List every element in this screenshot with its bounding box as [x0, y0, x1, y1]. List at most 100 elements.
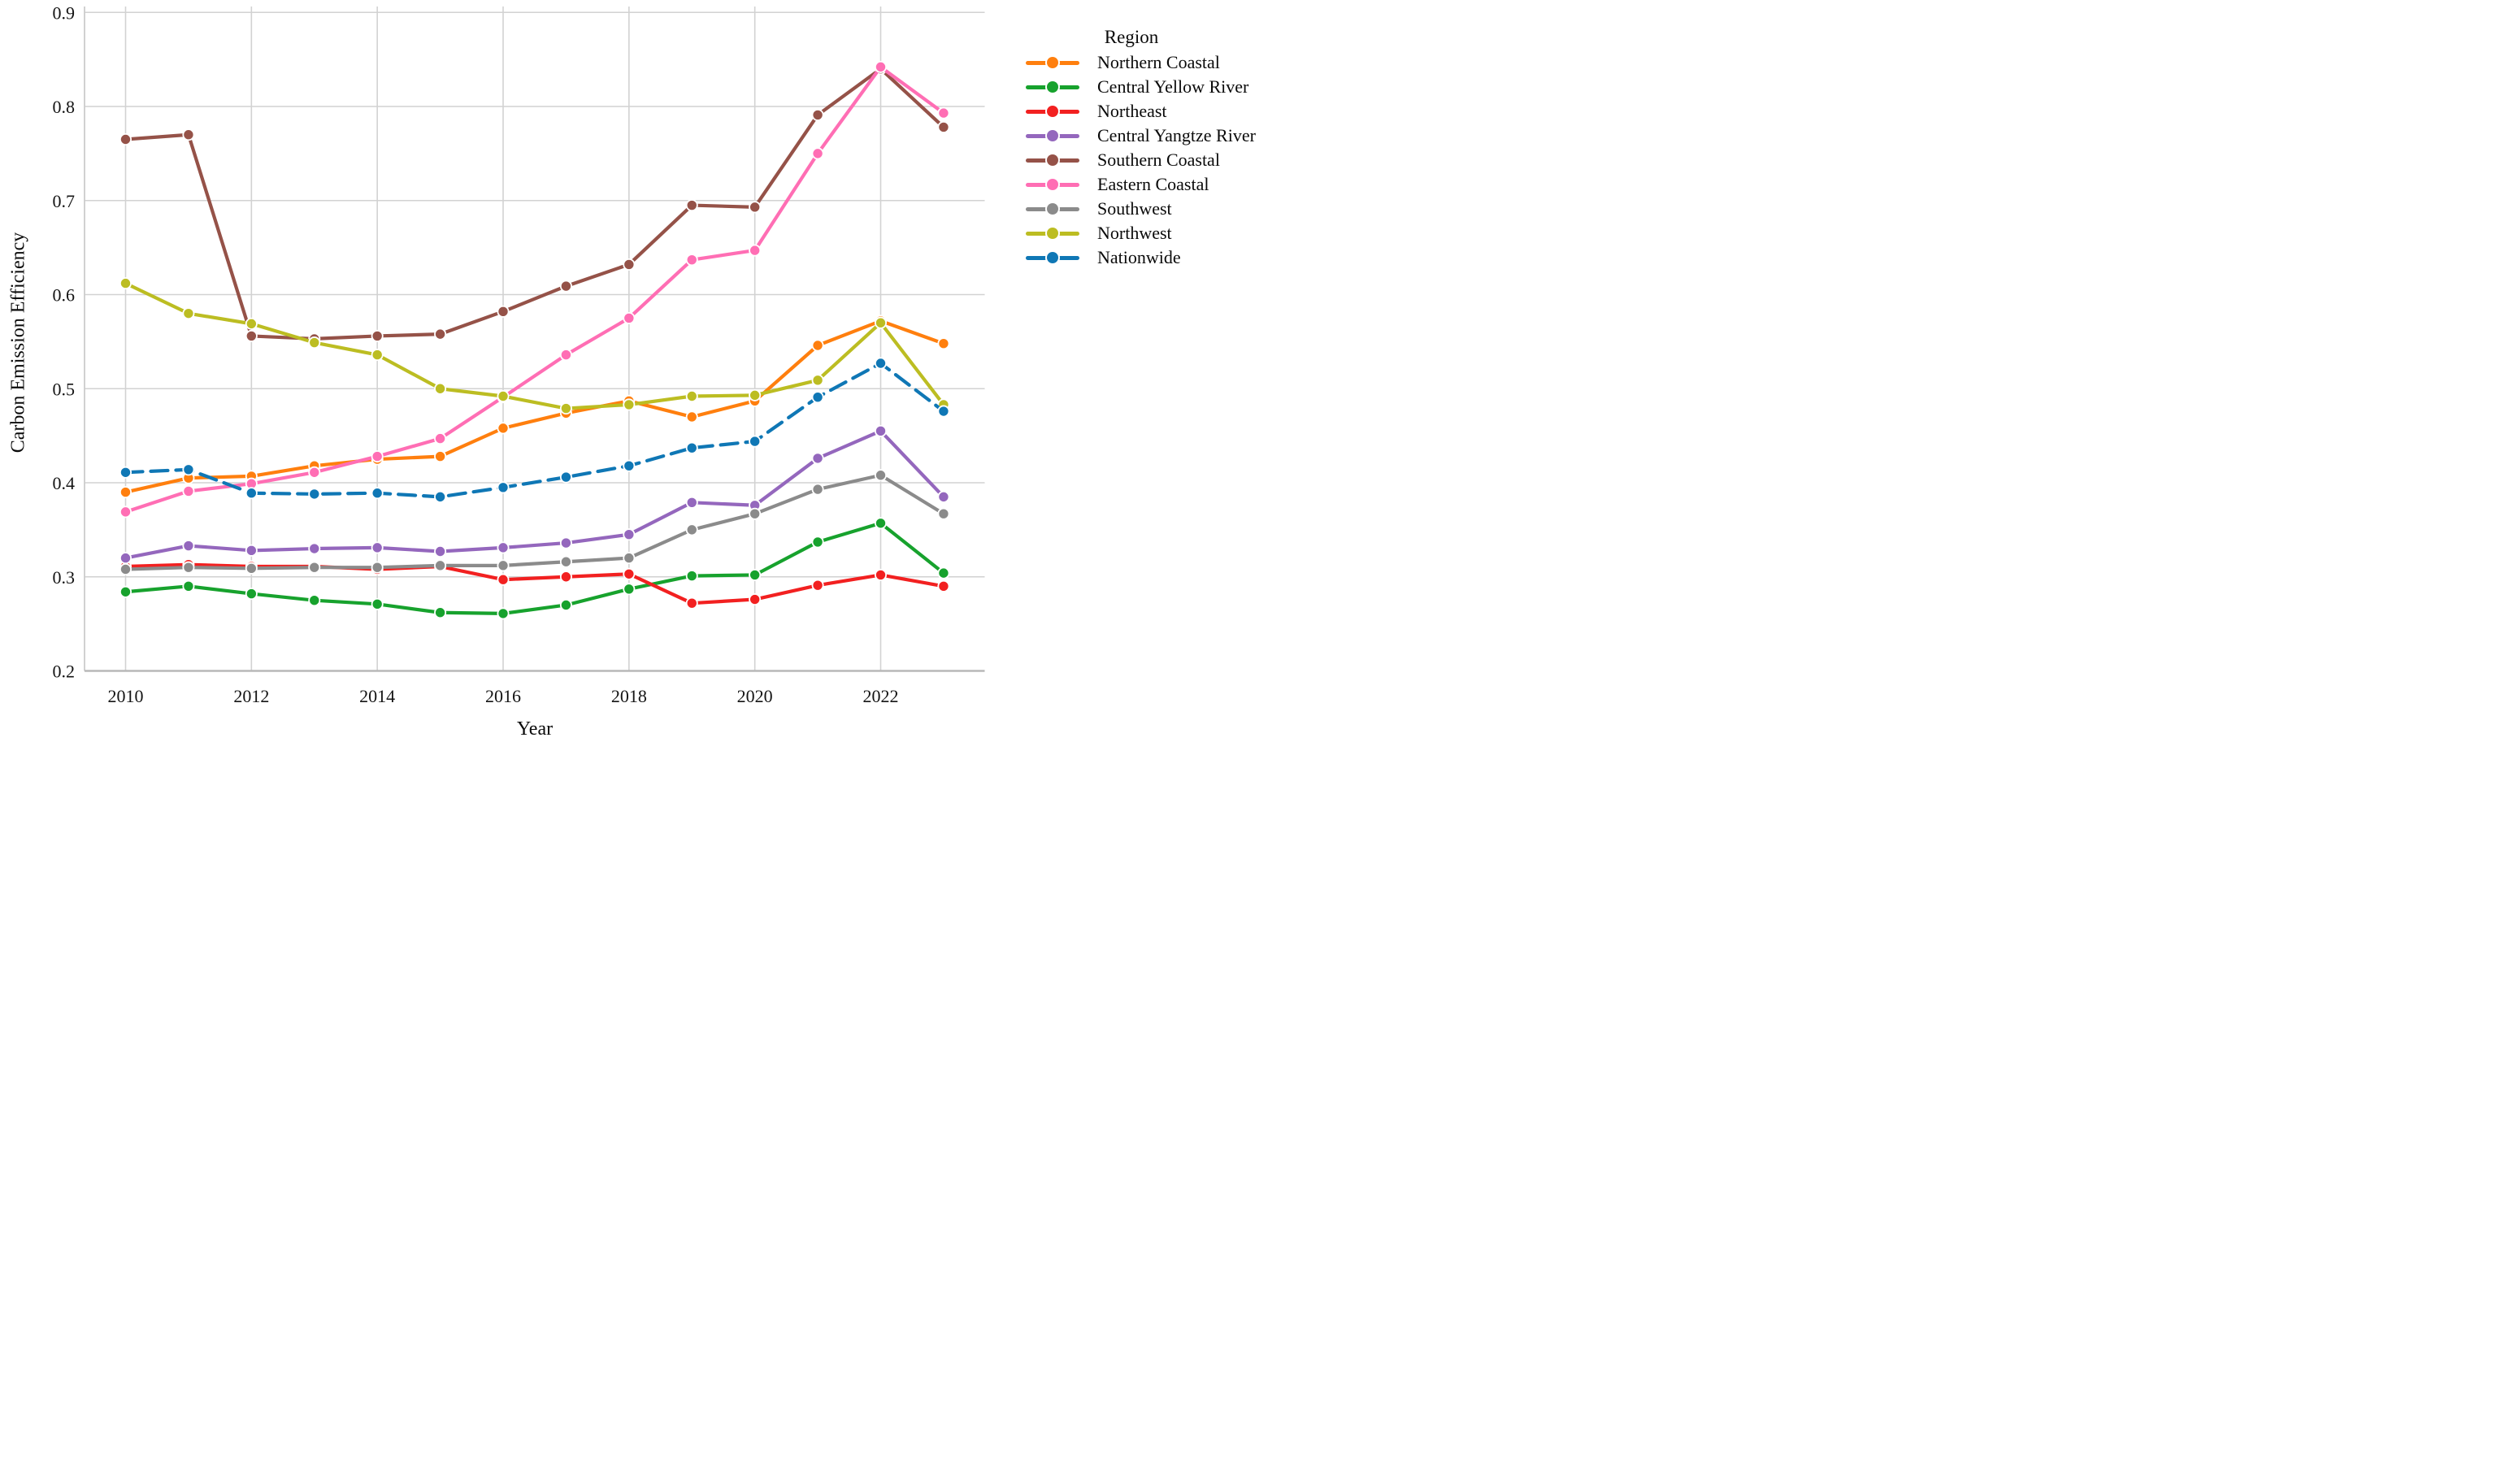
legend-marker-icon: [1047, 228, 1058, 239]
legend-item-central-yangtze-river: Central Yangtze River: [1026, 124, 1260, 148]
marker-nationwide-2015: [434, 490, 447, 503]
marker-central-yellow-river-2021: [811, 536, 824, 549]
legend-item-northern-coastal: Northern Coastal: [1026, 50, 1260, 75]
marker-eastern-coastal-2010: [119, 506, 132, 519]
marker-central-yellow-river-2016: [497, 607, 510, 620]
marker-southern-coastal-2017: [559, 280, 572, 293]
legend-marker-icon: [1047, 179, 1058, 190]
marker-southern-coastal-2016: [497, 305, 510, 318]
marker-southwest-2021: [811, 483, 824, 496]
legend-swatch-nationwide-icon: [1026, 252, 1079, 264]
y-tick-0.9: 0.9: [53, 2, 76, 23]
marker-nationwide-2010: [119, 466, 132, 479]
legend-title: Region: [1104, 27, 1159, 47]
marker-central-yellow-river-2013: [308, 594, 321, 607]
marker-northern-coastal-2021: [811, 339, 824, 352]
marker-central-yellow-river-2015: [434, 606, 447, 619]
series-line-central-yangtze-river: [124, 429, 946, 560]
marker-southern-coastal-2019: [685, 199, 698, 212]
x-tick-2012: 2012: [233, 686, 269, 706]
marker-northwest-2022: [875, 316, 888, 329]
marker-southern-coastal-2012: [245, 329, 258, 342]
marker-northeast-2018: [623, 567, 636, 580]
marker-southwest-2014: [371, 561, 384, 574]
legend-marker-icon: [1047, 252, 1058, 263]
marker-nationwide-2020: [749, 435, 762, 448]
series-line-southwest: [124, 473, 946, 571]
legend-item-southern-coastal: Southern Coastal: [1026, 148, 1260, 172]
legend-label: Southern Coastal: [1097, 150, 1220, 170]
legend-swatch-northern-coastal-icon: [1026, 57, 1079, 69]
marker-central-yangtze-river-2010: [119, 552, 132, 565]
marker-northern-coastal-2019: [685, 410, 698, 423]
legend-swatch-eastern-coastal-icon: [1026, 179, 1079, 191]
marker-central-yangtze-river-2014: [371, 541, 384, 554]
marker-central-yangtze-river-2017: [559, 536, 572, 549]
marker-northwest-2013: [308, 336, 321, 349]
marker-central-yangtze-river-2013: [308, 542, 321, 555]
marker-northwest-2010: [119, 277, 132, 290]
marker-central-yellow-river-2018: [623, 583, 636, 596]
marker-nationwide-2012: [245, 487, 258, 500]
y-tick-0.6: 0.6: [53, 285, 76, 306]
marker-nationwide-2016: [497, 481, 510, 494]
marker-northwest-2016: [497, 390, 510, 403]
line-chart-plot: 0.2 0.3 0.4 0.5 0.6 0.7 0.8 0.9 2010 2012 2014 2016…: [53, 2, 985, 706]
series-line-northern-coastal: [124, 319, 946, 494]
marker-nationwide-2021: [811, 391, 824, 404]
marker-southwest-2011: [182, 561, 195, 574]
marker-eastern-coastal-2014: [371, 450, 384, 463]
marker-southern-coastal-2014: [371, 329, 384, 342]
marker-southern-coastal-2018: [623, 258, 636, 271]
marker-central-yellow-river-2010: [119, 585, 132, 598]
marker-nationwide-2013: [308, 488, 321, 501]
marker-central-yangtze-river-2023: [937, 490, 950, 503]
marker-southwest-2023: [937, 507, 950, 520]
legend-label: Central Yellow River: [1097, 76, 1249, 97]
series-line-northeast: [124, 562, 946, 605]
marker-northern-coastal-2023: [937, 337, 950, 350]
marker-nationwide-2011: [182, 463, 195, 476]
legend-swatch-central-yangtze-river-icon: [1026, 130, 1079, 142]
marker-nationwide-2018: [623, 459, 636, 472]
marker-eastern-coastal-2021: [811, 147, 824, 160]
x-tick-2020: 2020: [737, 686, 773, 706]
legend-marker-icon: [1047, 130, 1058, 141]
marker-northern-coastal-2015: [434, 450, 447, 463]
marker-southwest-2022: [875, 469, 888, 482]
legend-marker-icon: [1047, 106, 1058, 117]
marker-northwest-2015: [434, 382, 447, 395]
marker-eastern-coastal-2011: [182, 484, 195, 497]
legend-swatch-northwest-icon: [1026, 228, 1079, 240]
marker-northwest-2017: [559, 402, 572, 415]
marker-northern-coastal-2010: [119, 486, 132, 499]
marker-southern-coastal-2011: [182, 128, 195, 141]
legend-marker-icon: [1047, 203, 1058, 215]
marker-nationwide-2019: [685, 441, 698, 454]
marker-northern-coastal-2016: [497, 422, 510, 435]
legend-swatch-southwest-icon: [1026, 203, 1079, 215]
marker-central-yellow-river-2022: [875, 517, 888, 530]
legend-label: Southwest: [1097, 198, 1172, 219]
marker-central-yellow-river-2014: [371, 597, 384, 610]
marker-central-yangtze-river-2019: [685, 496, 698, 509]
y-tick-0.7: 0.7: [53, 191, 76, 211]
series-line-northwest: [124, 281, 946, 410]
y-tick-0.2: 0.2: [53, 662, 76, 682]
marker-southwest-2018: [623, 552, 636, 565]
marker-central-yellow-river-2020: [749, 568, 762, 581]
legend-label: Northern Coastal: [1097, 52, 1220, 72]
legend-label: Central Yangtze River: [1097, 125, 1256, 145]
marker-southwest-2019: [685, 523, 698, 536]
series-line-eastern-coastal: [124, 65, 946, 514]
marker-southern-coastal-2023: [937, 120, 950, 133]
marker-nationwide-2017: [559, 471, 572, 484]
marker-southwest-2013: [308, 561, 321, 574]
legend-label: Eastern Coastal: [1097, 174, 1209, 194]
x-tick-2018: 2018: [611, 686, 647, 706]
marker-eastern-coastal-2020: [749, 244, 762, 257]
legend-label: Nationwide: [1097, 247, 1181, 267]
marker-northeast-2019: [685, 597, 698, 610]
marker-nationwide-2014: [371, 487, 384, 500]
series-line-southern-coastal: [124, 67, 946, 341]
